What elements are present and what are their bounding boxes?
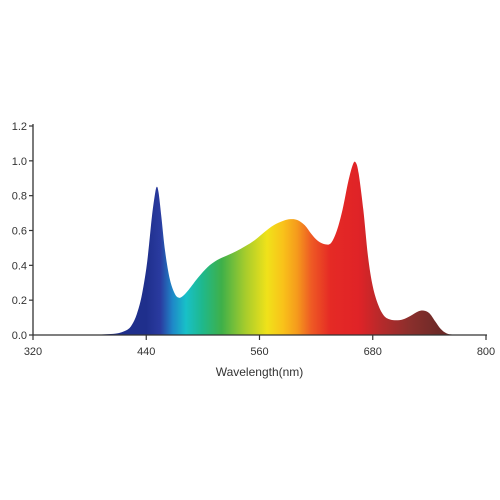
y-tick-label: 1.0 — [12, 156, 27, 168]
y-tick-label: 1.2 — [12, 121, 27, 133]
plot-area — [89, 161, 463, 335]
x-tick-label: 440 — [137, 346, 155, 358]
y-tick-label: 0.4 — [12, 260, 27, 272]
axes: 0.0 0.2 0.4 0.6 0.8 1.0 1.2 320 440 560 680 800 — [12, 121, 495, 358]
y-tick-label: 0.6 — [12, 226, 27, 238]
x-tick-label: 680 — [364, 346, 382, 358]
y-tick-label: 0.2 — [12, 295, 27, 307]
y-tick-label: 0.8 — [12, 191, 27, 203]
x-tick-label: 320 — [24, 346, 42, 358]
x-axis-title: Wavelength(nm) — [216, 365, 304, 379]
y-tick-label: 0.0 — [12, 330, 27, 342]
spectrum-area — [89, 161, 463, 335]
x-tick-label: 800 — [477, 346, 495, 358]
x-tick-label: 560 — [250, 346, 268, 358]
